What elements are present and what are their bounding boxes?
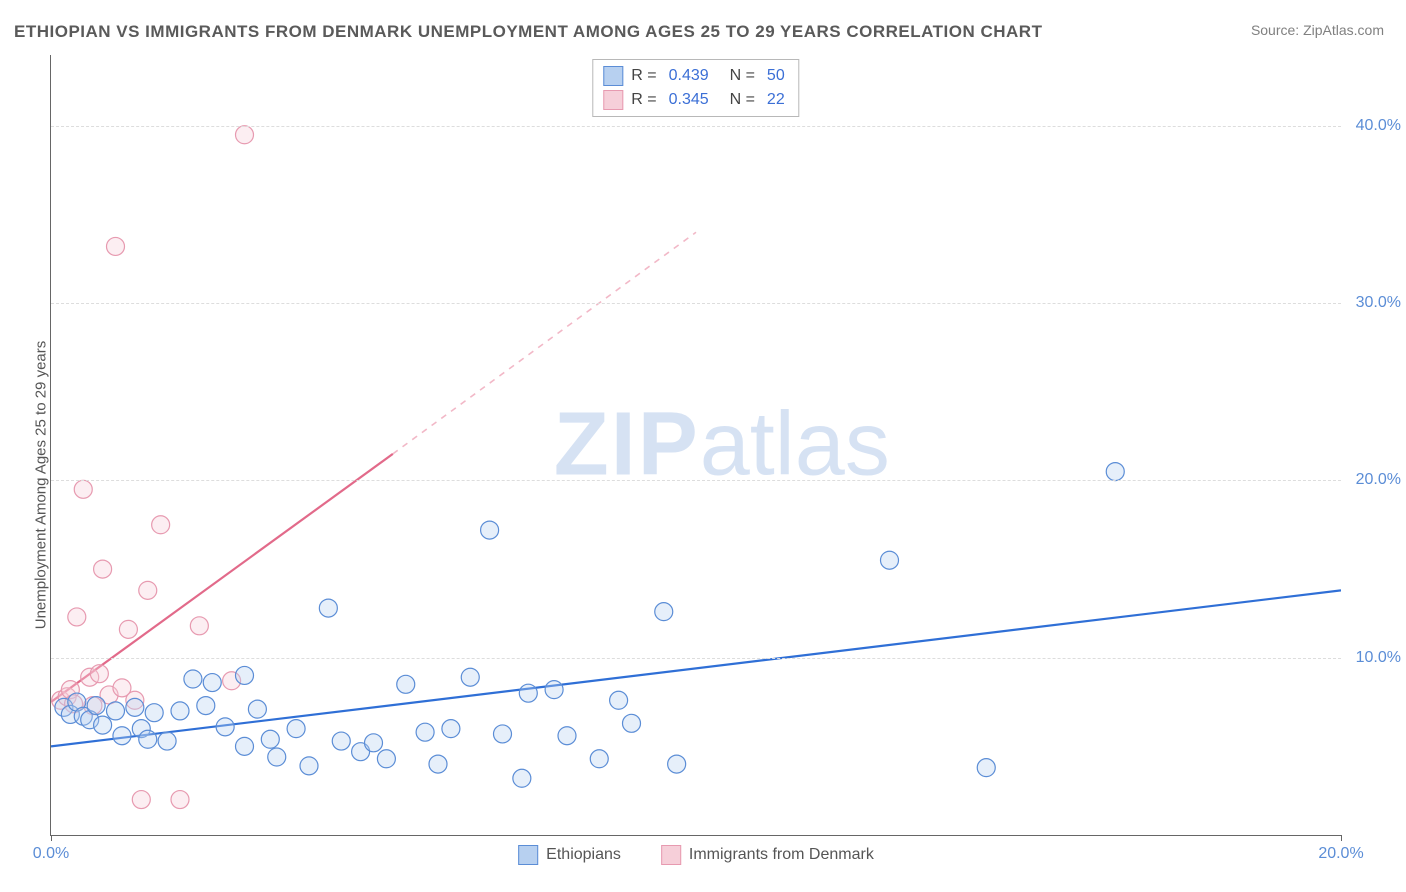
legend-label: Immigrants from Denmark — [689, 846, 874, 864]
y-tick-label: 30.0% — [1356, 294, 1401, 312]
y-tick-label: 20.0% — [1356, 471, 1401, 489]
y-tick-label: 40.0% — [1356, 117, 1401, 135]
stat-row-denmark: R = 0.345 N = 22 — [603, 88, 788, 112]
stat-n-value: 50 — [767, 64, 785, 88]
stat-r-value: 0.439 — [669, 64, 709, 88]
plot-area: Unemployment Among Ages 25 to 29 years Z… — [50, 55, 1341, 836]
swatch-blue-icon — [603, 66, 623, 86]
stat-r-label: R = — [631, 88, 656, 112]
scatter-chart — [51, 55, 1341, 835]
source-attribution: Source: ZipAtlas.com — [1251, 22, 1384, 38]
gridline — [51, 126, 1341, 127]
legend-item-ethiopians: Ethiopians — [518, 845, 621, 865]
x-tick-mark — [1341, 835, 1342, 841]
legend-label: Ethiopians — [546, 846, 621, 864]
swatch-pink-icon — [661, 845, 681, 865]
x-tick-mark — [51, 835, 52, 841]
legend-item-denmark: Immigrants from Denmark — [661, 845, 874, 865]
swatch-pink-icon — [603, 90, 623, 110]
stat-n-label: N = — [721, 64, 755, 88]
y-axis-label: Unemployment Among Ages 25 to 29 years — [33, 341, 50, 630]
gridline — [51, 480, 1341, 481]
stat-r-value: 0.345 — [669, 88, 709, 112]
chart-title: ETHIOPIAN VS IMMIGRANTS FROM DENMARK UNE… — [14, 22, 1042, 42]
stat-r-label: R = — [631, 64, 656, 88]
swatch-blue-icon — [518, 845, 538, 865]
y-tick-label: 10.0% — [1356, 649, 1401, 667]
x-tick-label: 20.0% — [1318, 845, 1363, 863]
stat-n-label: N = — [721, 88, 755, 112]
x-tick-label: 0.0% — [33, 845, 69, 863]
stat-n-value: 22 — [767, 88, 785, 112]
correlation-stats-box: R = 0.439 N = 50 R = 0.345 N = 22 — [592, 59, 799, 117]
gridline — [51, 658, 1341, 659]
stat-row-ethiopians: R = 0.439 N = 50 — [603, 64, 788, 88]
gridline — [51, 303, 1341, 304]
legend: Ethiopians Immigrants from Denmark — [518, 845, 874, 865]
